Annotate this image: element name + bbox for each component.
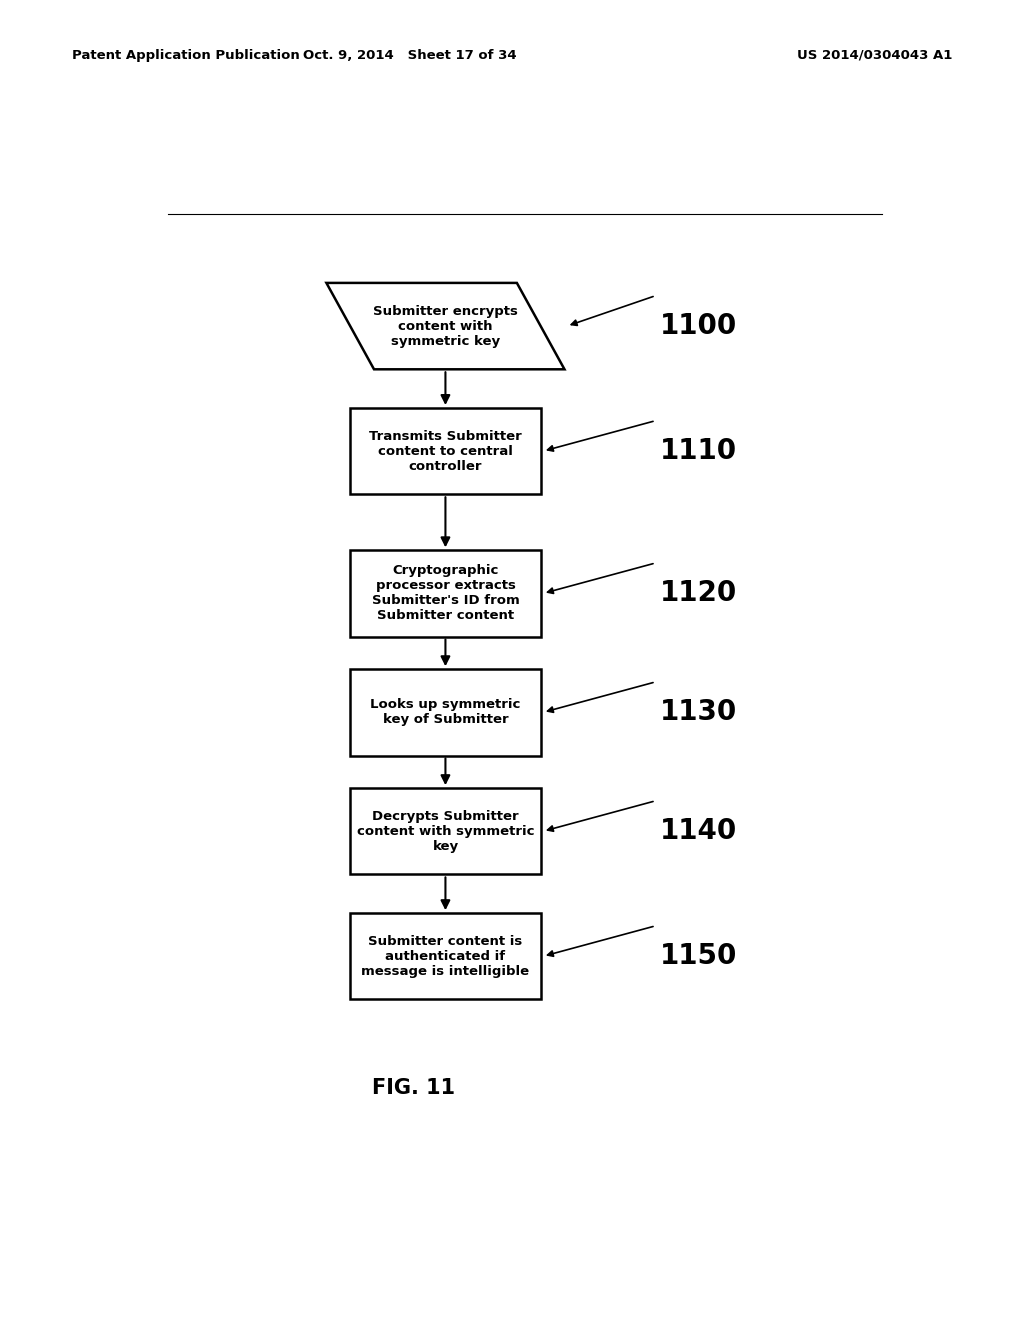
- Text: Looks up symmetric
key of Submitter: Looks up symmetric key of Submitter: [371, 698, 520, 726]
- Text: Patent Application Publication: Patent Application Publication: [72, 49, 299, 62]
- Text: Submitter content is
authenticated if
message is intelligible: Submitter content is authenticated if me…: [361, 935, 529, 978]
- Text: 1150: 1150: [659, 942, 737, 970]
- Text: 1100: 1100: [659, 312, 737, 341]
- Text: 1120: 1120: [659, 579, 737, 607]
- Text: Oct. 9, 2014   Sheet 17 of 34: Oct. 9, 2014 Sheet 17 of 34: [303, 49, 516, 62]
- Text: 1110: 1110: [659, 437, 737, 465]
- Text: Submitter encrypts
content with
symmetric key: Submitter encrypts content with symmetri…: [373, 305, 518, 347]
- Polygon shape: [327, 282, 564, 370]
- FancyBboxPatch shape: [350, 550, 541, 636]
- FancyBboxPatch shape: [350, 913, 541, 999]
- FancyBboxPatch shape: [350, 788, 541, 874]
- Text: US 2014/0304043 A1: US 2014/0304043 A1: [797, 49, 952, 62]
- Text: Cryptographic
processor extracts
Submitter's ID from
Submitter content: Cryptographic processor extracts Submitt…: [372, 565, 519, 623]
- Text: Decrypts Submitter
content with symmetric
key: Decrypts Submitter content with symmetri…: [356, 809, 535, 853]
- FancyBboxPatch shape: [350, 408, 541, 494]
- Text: 1130: 1130: [659, 698, 737, 726]
- Text: FIG. 11: FIG. 11: [372, 1078, 456, 1098]
- Text: 1140: 1140: [659, 817, 737, 845]
- Text: Transmits Submitter
content to central
controller: Transmits Submitter content to central c…: [369, 429, 522, 473]
- FancyBboxPatch shape: [350, 669, 541, 755]
